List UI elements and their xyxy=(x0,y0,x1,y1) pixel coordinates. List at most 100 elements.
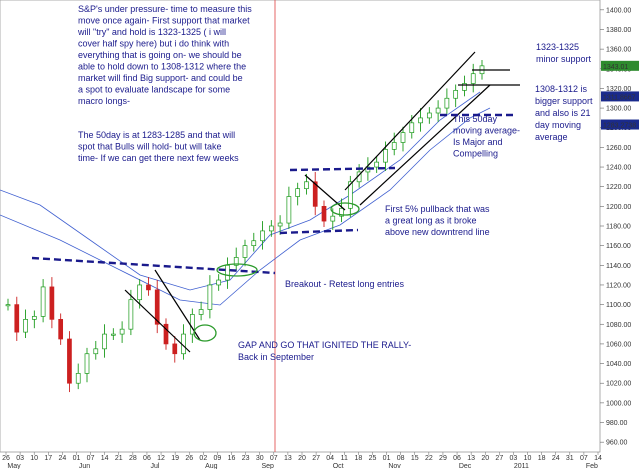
annotation-line: time- If we can get there next few weeks xyxy=(78,153,239,163)
x-day-label: 21 xyxy=(115,455,123,462)
x-day-label: 10 xyxy=(30,455,38,462)
x-day-label: 27 xyxy=(312,455,320,462)
annotation-line: This 50day xyxy=(453,114,498,124)
candle-body xyxy=(198,309,204,315)
y-tick-label: 1160.00 xyxy=(606,243,631,250)
candle-body xyxy=(418,117,423,124)
annotation-line: spot that Bulls will hold- but will take xyxy=(78,142,222,152)
x-day-label: 07 xyxy=(270,455,278,462)
x-day-label: 19 xyxy=(171,455,179,462)
annotation-pullback: First 5% pullback that was a great long a… xyxy=(385,204,490,237)
downtrend-line-2 xyxy=(154,269,201,341)
annotation-line: Breakout - Retest long entries xyxy=(285,279,405,289)
candle-body xyxy=(383,149,388,163)
x-day-label: 24 xyxy=(552,455,560,462)
candle-body xyxy=(268,225,274,232)
x-day-label: 28 xyxy=(129,455,137,462)
x-day-label: 13 xyxy=(467,455,475,462)
candle-body xyxy=(347,181,353,209)
y-tick-label: 960.00 xyxy=(606,440,628,447)
candle-body xyxy=(260,230,265,242)
annotation-line: a great long as it broke xyxy=(385,216,477,226)
annotation-line: will "try" and hold is 1323-1325 ( i wil… xyxy=(77,27,226,37)
annotation-bigger-support: 1308-1312 is bigger support and also is 21… xyxy=(535,84,593,142)
y-tick-label: 1100.00 xyxy=(606,302,631,309)
moving-average-50-line xyxy=(0,107,491,306)
annotation-line: 1308-1312 is xyxy=(535,84,588,94)
x-day-label: 30 xyxy=(256,455,264,462)
breakout-highlight-ellipse xyxy=(216,263,258,277)
x-month-label: Dec xyxy=(459,463,472,469)
y-tick-label: 1000.00 xyxy=(606,400,631,407)
x-day-label: 14 xyxy=(594,455,602,462)
candle-body xyxy=(128,299,134,330)
candle-body xyxy=(5,304,11,307)
consolidation-top-dashed-line xyxy=(289,166,396,172)
x-day-label: 22 xyxy=(425,455,433,462)
y-tick-label: 1020.00 xyxy=(606,381,631,388)
annotation-line: Back in September xyxy=(238,352,314,362)
candle-body xyxy=(444,97,450,109)
x-day-label: 09 xyxy=(214,455,222,462)
x-day-label: 18 xyxy=(538,455,546,462)
annotation-ma50-target: The 50day is at 1283-1285 and that will s… xyxy=(78,130,239,163)
candle-body xyxy=(321,205,327,222)
price-flag-label: 1311.8667 xyxy=(603,94,636,101)
last-price-flag xyxy=(601,60,639,71)
annotation-line: above new downtrend line xyxy=(385,227,490,237)
candle-body xyxy=(14,304,20,333)
candle-body xyxy=(470,73,476,84)
x-day-label: 06 xyxy=(453,455,461,462)
x-day-label: 02 xyxy=(199,455,207,462)
annotation-line: minor support xyxy=(536,54,592,64)
candle-body xyxy=(225,264,230,281)
y-tick-label: 1380.00 xyxy=(606,27,631,34)
candle-body xyxy=(462,83,467,91)
x-day-label: 18 xyxy=(354,455,362,462)
candle-body xyxy=(207,284,213,310)
lower-channel-line xyxy=(359,84,491,206)
candle-body xyxy=(163,323,169,345)
x-day-label: 06 xyxy=(143,455,151,462)
candle-body xyxy=(242,245,248,258)
y-tick-label: 1180.00 xyxy=(606,224,631,231)
annotation-line: a spot to evaluate landscape for some xyxy=(78,85,230,95)
candle-body xyxy=(172,343,178,355)
y-tick-label: 1120.00 xyxy=(606,282,631,289)
annotation-line: First 5% pullback that was xyxy=(385,204,490,214)
x-day-label: 23 xyxy=(242,455,250,462)
resistance-dashed-line xyxy=(31,256,276,275)
x-day-label: 20 xyxy=(481,455,489,462)
plot-frame xyxy=(0,0,601,453)
y-tick-label: 1400.00 xyxy=(606,7,631,14)
x-month-label: 2011 xyxy=(514,463,529,469)
annotation-line: everything that is going on- we should b… xyxy=(78,50,242,60)
x-day-label: 13 xyxy=(284,455,292,462)
y-tick-label: 1220.00 xyxy=(606,184,631,191)
annotation-line: Is Major and xyxy=(453,137,503,147)
annotation-line: 1323-1325 xyxy=(536,42,579,52)
candle-body xyxy=(295,188,301,197)
candle-body xyxy=(277,222,283,227)
x-day-label: 01 xyxy=(383,455,391,462)
candle-body xyxy=(40,286,46,317)
annotation-line: cover half spy here) but i do think with xyxy=(78,39,229,49)
x-day-label: 11 xyxy=(341,455,348,462)
moving-average-flag xyxy=(601,91,639,102)
x-day-label: 16 xyxy=(228,455,236,462)
annotation-line: GAP AND GO THAT IGNITED THE RALLY- xyxy=(238,340,411,350)
gap-highlight-ellipse xyxy=(193,324,217,342)
x-day-label: 24 xyxy=(58,455,66,462)
annotation-line: market will find Big support- and could … xyxy=(78,73,243,83)
y-tick-label: 1300.00 xyxy=(606,106,631,113)
candle-body xyxy=(84,353,90,374)
candle-body xyxy=(146,284,151,291)
y-tick-label: 1040.00 xyxy=(606,361,631,368)
x-day-label: 07 xyxy=(580,455,588,462)
candle-body xyxy=(400,132,406,143)
x-day-label: 03 xyxy=(510,455,518,462)
candle-body xyxy=(286,196,292,224)
y-tick-label: 1200.00 xyxy=(606,204,631,211)
candle-body xyxy=(453,90,459,99)
